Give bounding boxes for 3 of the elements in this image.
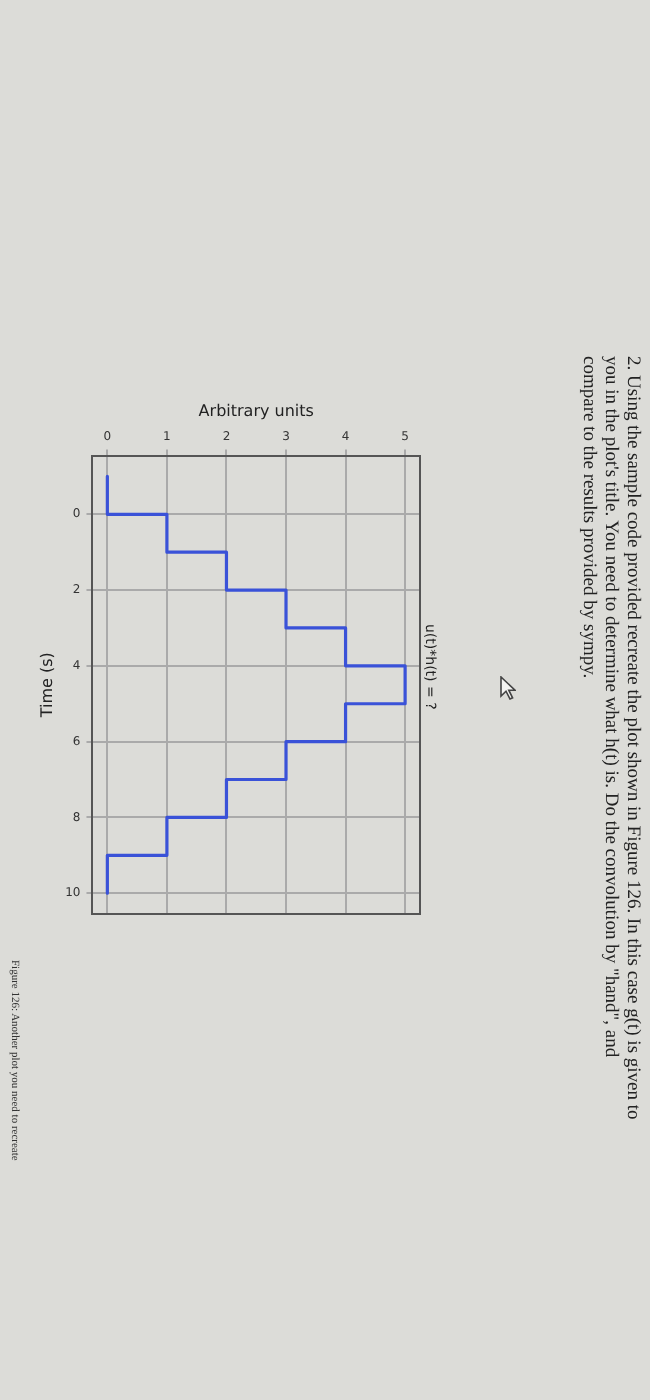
x-axis-title: Arbitrary units (198, 401, 314, 420)
y-axis-title: Time (s) (37, 652, 56, 720)
text: 2. Using the sample code provided recreate the plot shown in Figure 126. In this case g(t) is given to you in the plot's title. You need to determine what h(t) is. Do the convolution by "hand", and compare to the results provided by sympy. (576, 356, 642, 1124)
